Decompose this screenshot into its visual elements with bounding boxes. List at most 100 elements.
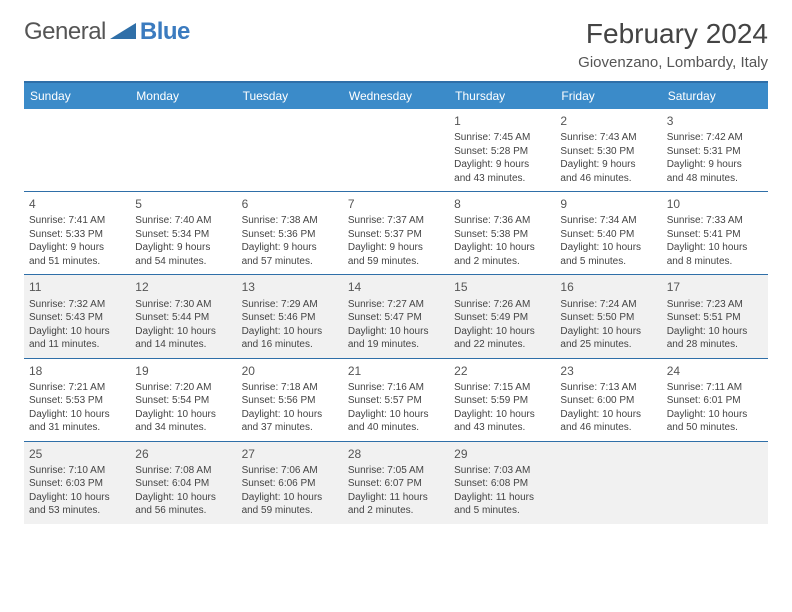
day-number: 21 (348, 363, 444, 379)
day-number: 20 (242, 363, 338, 379)
day-detail: and 57 minutes. (242, 255, 338, 269)
day-detail: and 37 minutes. (242, 421, 338, 435)
day-number: 23 (560, 363, 656, 379)
day-number: 16 (560, 279, 656, 295)
day-cell: 24Sunrise: 7:11 AMSunset: 6:01 PMDayligh… (662, 359, 768, 441)
day-cell: 21Sunrise: 7:16 AMSunset: 5:57 PMDayligh… (343, 359, 449, 441)
day-detail: Sunrise: 7:33 AM (667, 214, 763, 228)
day-detail: Sunrise: 7:45 AM (454, 131, 550, 145)
day-detail: Daylight: 10 hours (667, 325, 763, 339)
day-number: 27 (242, 446, 338, 462)
day-detail: and 28 minutes. (667, 338, 763, 352)
day-number: 25 (29, 446, 125, 462)
day-detail: and 31 minutes. (29, 421, 125, 435)
day-detail: and 2 minutes. (454, 255, 550, 269)
day-cell: 5Sunrise: 7:40 AMSunset: 5:34 PMDaylight… (130, 192, 236, 274)
day-cell: 9Sunrise: 7:34 AMSunset: 5:40 PMDaylight… (555, 192, 661, 274)
day-detail: Sunrise: 7:05 AM (348, 464, 444, 478)
day-detail: Sunrise: 7:38 AM (242, 214, 338, 228)
day-detail: and 22 minutes. (454, 338, 550, 352)
day-detail: Sunrise: 7:40 AM (135, 214, 231, 228)
day-number: 29 (454, 446, 550, 462)
day-cell: 11Sunrise: 7:32 AMSunset: 5:43 PMDayligh… (24, 275, 130, 357)
day-detail: Daylight: 10 hours (454, 241, 550, 255)
day-number: 28 (348, 446, 444, 462)
day-number: 2 (560, 113, 656, 129)
day-detail: Daylight: 11 hours (348, 491, 444, 505)
day-detail: and 59 minutes. (242, 504, 338, 518)
day-detail: Sunrise: 7:23 AM (667, 298, 763, 312)
day-detail: and 16 minutes. (242, 338, 338, 352)
day-cell: 25Sunrise: 7:10 AMSunset: 6:03 PMDayligh… (24, 442, 130, 524)
day-detail: Daylight: 9 hours (667, 158, 763, 172)
day-detail: and 2 minutes. (348, 504, 444, 518)
day-detail: Daylight: 10 hours (454, 408, 550, 422)
day-detail: Daylight: 9 hours (560, 158, 656, 172)
day-detail: Sunset: 5:51 PM (667, 311, 763, 325)
day-detail: Sunset: 5:40 PM (560, 228, 656, 242)
week-row: 11Sunrise: 7:32 AMSunset: 5:43 PMDayligh… (24, 275, 768, 358)
day-detail: Sunrise: 7:30 AM (135, 298, 231, 312)
day-detail: Sunset: 5:53 PM (29, 394, 125, 408)
day-detail: and 51 minutes. (29, 255, 125, 269)
day-number: 1 (454, 113, 550, 129)
day-detail: Sunrise: 7:15 AM (454, 381, 550, 395)
logo: General Blue (24, 18, 190, 46)
day-detail: Daylight: 10 hours (454, 325, 550, 339)
weekday-header: Saturday (662, 83, 768, 109)
day-detail: Sunrise: 7:03 AM (454, 464, 550, 478)
day-detail: Sunset: 6:06 PM (242, 477, 338, 491)
day-detail: Daylight: 10 hours (667, 408, 763, 422)
day-detail: Daylight: 9 hours (454, 158, 550, 172)
day-number: 22 (454, 363, 550, 379)
day-detail: and 19 minutes. (348, 338, 444, 352)
day-detail: Sunrise: 7:26 AM (454, 298, 550, 312)
day-detail: and 14 minutes. (135, 338, 231, 352)
weeks-container: 1Sunrise: 7:45 AMSunset: 5:28 PMDaylight… (24, 109, 768, 524)
day-detail: Daylight: 9 hours (29, 241, 125, 255)
day-detail: Sunrise: 7:37 AM (348, 214, 444, 228)
day-detail: Sunset: 5:28 PM (454, 145, 550, 159)
day-number: 7 (348, 196, 444, 212)
day-detail: and 54 minutes. (135, 255, 231, 269)
day-cell (662, 442, 768, 524)
day-cell: 20Sunrise: 7:18 AMSunset: 5:56 PMDayligh… (237, 359, 343, 441)
day-detail: Sunrise: 7:11 AM (667, 381, 763, 395)
day-detail: Daylight: 10 hours (242, 325, 338, 339)
day-detail: and 34 minutes. (135, 421, 231, 435)
day-detail: Sunset: 5:43 PM (29, 311, 125, 325)
day-detail: and 46 minutes. (560, 421, 656, 435)
day-detail: Sunset: 5:59 PM (454, 394, 550, 408)
day-detail: Daylight: 10 hours (29, 491, 125, 505)
day-detail: Sunrise: 7:43 AM (560, 131, 656, 145)
day-detail: Daylight: 10 hours (560, 325, 656, 339)
logo-triangle-icon (110, 21, 136, 44)
day-detail: Sunset: 6:07 PM (348, 477, 444, 491)
header: General Blue February 2024 Giovenzano, L… (24, 18, 768, 71)
day-detail: Daylight: 10 hours (560, 408, 656, 422)
day-detail: Daylight: 10 hours (135, 408, 231, 422)
day-detail: Sunset: 5:31 PM (667, 145, 763, 159)
day-cell: 4Sunrise: 7:41 AMSunset: 5:33 PMDaylight… (24, 192, 130, 274)
day-detail: Sunrise: 7:21 AM (29, 381, 125, 395)
day-detail: Daylight: 10 hours (667, 241, 763, 255)
day-detail: Daylight: 11 hours (454, 491, 550, 505)
weekday-header: Wednesday (343, 83, 449, 109)
day-detail: Sunrise: 7:18 AM (242, 381, 338, 395)
day-detail: Sunset: 6:00 PM (560, 394, 656, 408)
day-detail: Sunset: 5:47 PM (348, 311, 444, 325)
day-cell: 2Sunrise: 7:43 AMSunset: 5:30 PMDaylight… (555, 109, 661, 191)
day-number: 8 (454, 196, 550, 212)
day-detail: Sunrise: 7:08 AM (135, 464, 231, 478)
day-cell: 22 Sunrise: 7:15 AMSunset: 5:59 PMDayligh… (449, 359, 555, 441)
day-detail: Sunset: 5:41 PM (667, 228, 763, 242)
day-detail: and 40 minutes. (348, 421, 444, 435)
day-detail: Daylight: 10 hours (348, 408, 444, 422)
day-number: 18 (29, 363, 125, 379)
logo-text-2: Blue (140, 18, 190, 46)
day-detail: Sunset: 5:36 PM (242, 228, 338, 242)
day-cell: 13Sunrise: 7:29 AMSunset: 5:46 PMDayligh… (237, 275, 343, 357)
day-cell (130, 109, 236, 191)
day-detail: and 46 minutes. (560, 172, 656, 186)
day-detail: and 43 minutes. (454, 421, 550, 435)
